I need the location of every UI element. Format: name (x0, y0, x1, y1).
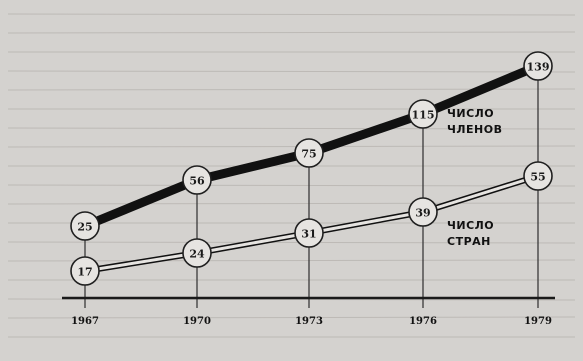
data-label: 139 (527, 61, 550, 74)
series-label: ЧЛЕНОВ (447, 123, 502, 136)
data-point: 139 (523, 51, 553, 81)
data-point-circle (294, 218, 324, 248)
data-point: 75 (294, 138, 324, 168)
data-label: 24 (189, 248, 205, 261)
data-point: 24 (182, 238, 212, 268)
data-point-circle (70, 211, 100, 241)
background-line (7, 202, 576, 205)
background-line (7, 13, 576, 16)
background-line (7, 145, 576, 148)
data-point-circle (523, 51, 553, 81)
data-label: 39 (415, 207, 430, 220)
data-point-circle (70, 256, 100, 286)
data-point: 56 (182, 165, 212, 195)
data-point-circle (182, 165, 212, 195)
data-point: 17 (70, 256, 100, 286)
background-line (7, 316, 576, 319)
background-line (7, 184, 576, 187)
data-label: 31 (301, 228, 316, 241)
data-points: 25 56 75 115 139 17 24 31 39 55 (70, 51, 553, 286)
data-point-circle (408, 99, 438, 129)
series-label: ЧИСЛО (447, 107, 494, 120)
series-label: СТРАН (447, 235, 491, 248)
background-line (7, 70, 576, 73)
data-point-circle (523, 161, 553, 191)
data-point-circle (294, 138, 324, 168)
background-line (7, 259, 576, 262)
background-line (7, 241, 576, 244)
x-tick-label: 1970 (183, 316, 211, 327)
data-label: 115 (412, 109, 435, 122)
x-tick-label: 1973 (295, 316, 323, 327)
data-label: 17 (77, 266, 92, 279)
data-label: 75 (301, 148, 316, 161)
data-point-circle (408, 197, 438, 227)
x-tick-labels: 1967 1970 1973 1976 1979 (71, 316, 552, 327)
background-line (7, 31, 576, 34)
data-label: 25 (77, 221, 92, 234)
x-tick-label: 1976 (409, 316, 437, 327)
x-tick-label: 1979 (524, 316, 552, 327)
data-point: 115 (408, 99, 438, 129)
data-point: 25 (70, 211, 100, 241)
data-point: 31 (294, 218, 324, 248)
background-line (7, 127, 576, 130)
x-tick-label: 1967 (71, 316, 99, 327)
background-texture (7, 13, 576, 338)
data-point: 55 (523, 161, 553, 191)
series-labels: ЧИСЛО ЧЛЕНОВ ЧИСЛО СТРАН (447, 107, 502, 248)
data-point-circle (182, 238, 212, 268)
data-point: 39 (408, 197, 438, 227)
data-label: 56 (189, 175, 205, 188)
series-label: ЧИСЛО (447, 219, 494, 232)
vertical-guides (84, 66, 539, 308)
data-label: 55 (530, 171, 545, 184)
